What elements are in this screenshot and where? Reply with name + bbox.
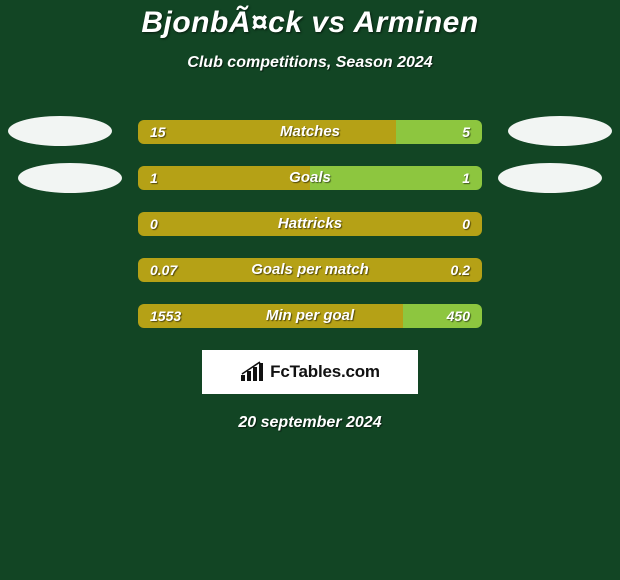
- player2-avatar: [498, 163, 602, 193]
- player1-avatar: [8, 116, 112, 146]
- page-title: BjonbÃ¤ck vs Arminen: [0, 6, 620, 40]
- footer-date: 20 september 2024: [0, 414, 620, 432]
- logo-box[interactable]: FcTables.com: [202, 350, 418, 394]
- stats-container: 155Matches 11Goals 00Hattricks 0.070.2Goals…: [0, 120, 620, 328]
- stat-label: Min per goal: [138, 304, 482, 328]
- stat-label: Hattricks: [138, 212, 482, 236]
- stat-label: Goals: [138, 166, 482, 190]
- subtitle: Club competitions, Season 2024: [0, 54, 620, 72]
- logo-text: FcTables.com: [270, 362, 380, 382]
- stat-row: 155Matches: [0, 120, 620, 144]
- player2-avatar: [508, 116, 612, 146]
- fctables-icon: [240, 361, 266, 383]
- stat-label: Matches: [138, 120, 482, 144]
- stat-row: 11Goals: [0, 166, 620, 190]
- stat-row: 1553450Min per goal: [0, 304, 620, 328]
- stat-row: 0.070.2Goals per match: [0, 258, 620, 282]
- stat-label: Goals per match: [138, 258, 482, 282]
- comparison-card: BjonbÃ¤ck vs Arminen Club competitions, …: [0, 0, 620, 580]
- player1-avatar: [18, 163, 122, 193]
- stat-row: 00Hattricks: [0, 212, 620, 236]
